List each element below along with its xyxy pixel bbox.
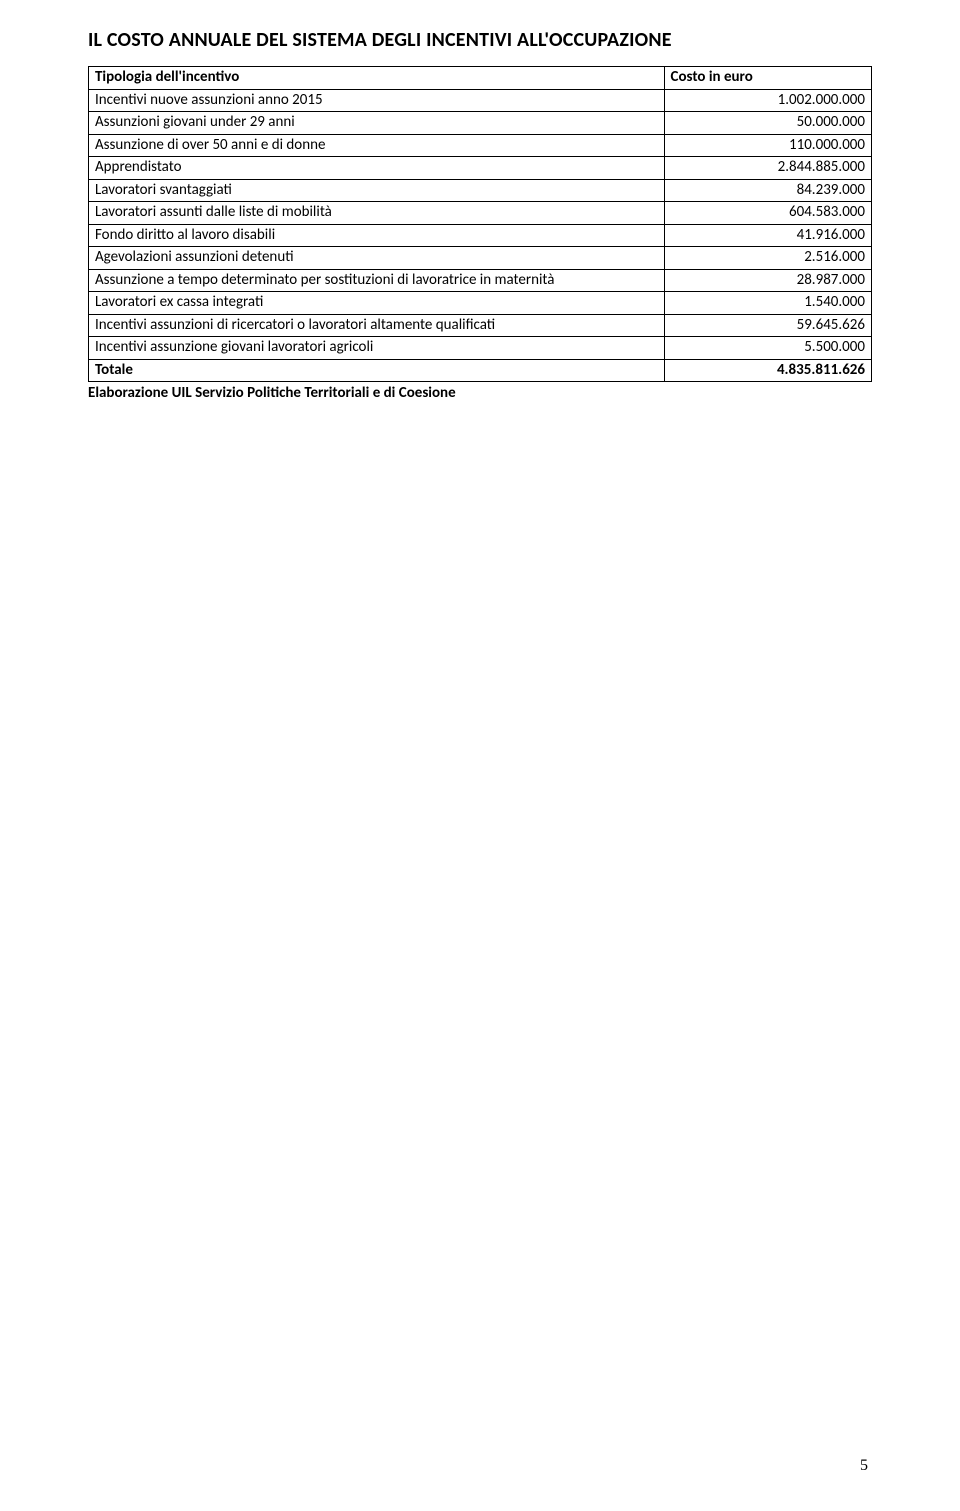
header-tipologia: Tipologia dell'incentivo [89, 67, 665, 90]
table-row: Fondo diritto al lavoro disabili 41.916.… [89, 224, 872, 247]
table-row: Incentivi assunzioni di ricercatori o la… [89, 314, 872, 337]
table-row: Incentivi assunzione giovani lavoratori … [89, 337, 872, 360]
table-row: Agevolazioni assunzioni detenuti 2.516.0… [89, 247, 872, 270]
row-label: Assunzione a tempo determinato per sosti… [89, 269, 665, 292]
table-header-row: Tipologia dell'incentivo Costo in euro [89, 67, 872, 90]
row-label: Incentivi assunzioni di ricercatori o la… [89, 314, 665, 337]
table-row: Incentivi nuove assunzioni anno 2015 1.0… [89, 89, 872, 112]
row-label: Assunzione di over 50 anni e di donne [89, 134, 665, 157]
row-label: Lavoratori assunti dalle liste di mobili… [89, 202, 665, 225]
row-value: 1.540.000 [664, 292, 872, 315]
table-row: Assunzioni giovani under 29 anni 50.000.… [89, 112, 872, 135]
incentives-table: Tipologia dell'incentivo Costo in euro I… [88, 66, 872, 382]
total-value: 4.835.811.626 [664, 359, 872, 382]
row-label: Apprendistato [89, 157, 665, 180]
row-value: 50.000.000 [664, 112, 872, 135]
row-value: 604.583.000 [664, 202, 872, 225]
page-title: IL COSTO ANNUALE DEL SISTEMA DEGLI INCEN… [88, 28, 872, 52]
row-label: Incentivi nuove assunzioni anno 2015 [89, 89, 665, 112]
table-row: Lavoratori svantaggiati 84.239.000 [89, 179, 872, 202]
table-footnote: Elaborazione UIL Servizio Politiche Terr… [88, 384, 872, 402]
row-value: 2.516.000 [664, 247, 872, 270]
row-value: 28.987.000 [664, 269, 872, 292]
row-label: Lavoratori ex cassa integrati [89, 292, 665, 315]
table-row: Apprendistato 2.844.885.000 [89, 157, 872, 180]
row-value: 5.500.000 [664, 337, 872, 360]
row-value: 84.239.000 [664, 179, 872, 202]
row-value: 41.916.000 [664, 224, 872, 247]
row-value: 2.844.885.000 [664, 157, 872, 180]
table-row: Lavoratori ex cassa integrati 1.540.000 [89, 292, 872, 315]
table-total-row: Totale 4.835.811.626 [89, 359, 872, 382]
page-number: 5 [860, 1457, 868, 1475]
row-label: Assunzioni giovani under 29 anni [89, 112, 665, 135]
table-row: Lavoratori assunti dalle liste di mobili… [89, 202, 872, 225]
row-value: 59.645.626 [664, 314, 872, 337]
total-label: Totale [89, 359, 665, 382]
header-costo: Costo in euro [664, 67, 872, 90]
document-page: IL COSTO ANNUALE DEL SISTEMA DEGLI INCEN… [0, 0, 960, 402]
row-label: Lavoratori svantaggiati [89, 179, 665, 202]
row-label: Fondo diritto al lavoro disabili [89, 224, 665, 247]
table-row: Assunzione di over 50 anni e di donne 11… [89, 134, 872, 157]
row-value: 110.000.000 [664, 134, 872, 157]
table-row: Assunzione a tempo determinato per sosti… [89, 269, 872, 292]
row-label: Agevolazioni assunzioni detenuti [89, 247, 665, 270]
row-value: 1.002.000.000 [664, 89, 872, 112]
row-label: Incentivi assunzione giovani lavoratori … [89, 337, 665, 360]
